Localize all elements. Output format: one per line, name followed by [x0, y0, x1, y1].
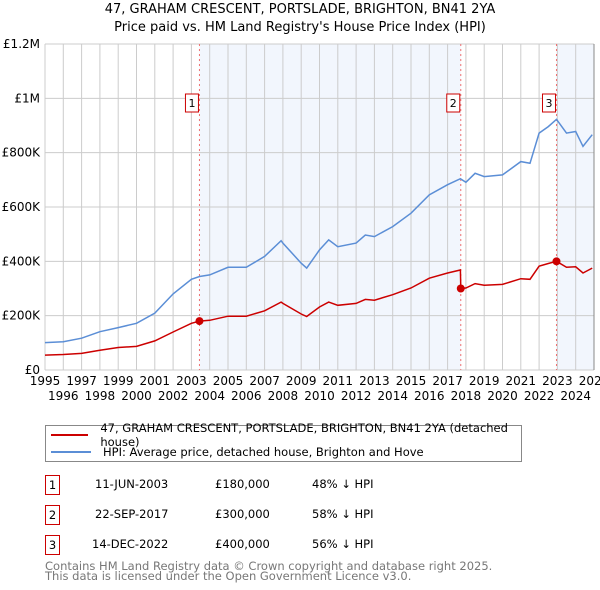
x-tick-label: 2023 — [542, 374, 573, 388]
x-tick-label: 1996 — [48, 389, 79, 403]
y-tick-label: £400K — [2, 254, 42, 268]
sale-label-box: 2 — [446, 93, 461, 113]
legend: 47, GRAHAM CRESCENT, PORTSLADE, BRIGHTON… — [45, 421, 522, 462]
sale-price: £180,000 — [215, 477, 270, 491]
x-tick-label: 2021 — [506, 374, 537, 388]
sale-date: 14-DEC-2022 — [92, 537, 169, 551]
legend-item-property: 47, GRAHAM CRESCENT, PORTSLADE, BRIGHTON… — [46, 421, 521, 449]
price-paid-line — [44, 260, 593, 356]
legend-label: 47, GRAHAM CRESCENT, PORTSLADE, BRIGHTON… — [100, 421, 508, 449]
sale-hpi-diff: 56% ↓ HPI — [312, 537, 374, 551]
x-tick-label: 2018 — [451, 389, 482, 403]
sale-point — [552, 257, 561, 266]
legend-label: HPI: Average price, detached house, Brig… — [103, 445, 424, 459]
x-tick-label: 2022 — [524, 389, 555, 403]
sale-point — [195, 317, 204, 326]
sale-label-number: 1 — [188, 97, 195, 110]
sale-label-box: 3 — [541, 93, 556, 113]
y-tick-label: £800K — [2, 146, 42, 160]
x-tick-label: 2007 — [249, 374, 280, 388]
x-tick-label: 2002 — [158, 389, 189, 403]
x-tick-label: 2012 — [341, 389, 372, 403]
x-tick-label: 2015 — [396, 374, 427, 388]
licence-notice: This data is licensed under the Open Gov… — [45, 569, 412, 583]
sale-marker-badge: 3 — [45, 535, 60, 555]
x-tick-label: 2016 — [414, 389, 445, 403]
sale-date: 11-JUN-2003 — [95, 477, 169, 491]
copyright-notice: Contains HM Land Registry data © Crown c… — [45, 559, 493, 573]
sale-date: 22-SEP-2017 — [95, 507, 169, 521]
x-tick-label: 2017 — [432, 374, 463, 388]
y-tick-label: £600K — [2, 200, 42, 214]
sale-marker-badge: 2 — [45, 505, 60, 525]
x-tick-label: 1995 — [30, 374, 61, 388]
x-tick-label: 2001 — [140, 374, 171, 388]
x-tick-label: 2019 — [469, 374, 500, 388]
y-tick-label: £1.2M — [3, 37, 40, 51]
y-tick-label: £200K — [2, 309, 42, 323]
x-tick-label: 1998 — [85, 389, 116, 403]
x-tick-label: 2004 — [194, 389, 225, 403]
sale-price: £300,000 — [215, 507, 270, 521]
sale-row: 3 14-DEC-2022 £400,000 56% ↓ HPI — [45, 535, 445, 555]
x-tick-label: 2003 — [176, 374, 207, 388]
x-tick-label: 2006 — [231, 389, 262, 403]
sale-hpi-diff: 48% ↓ HPI — [312, 477, 374, 491]
x-tick-label: 2024 — [560, 389, 591, 403]
x-tick-label: 2020 — [487, 389, 518, 403]
price-chart: 1995199619971998199920002001200220032004… — [2, 37, 600, 403]
sale-label-number: 2 — [450, 97, 457, 110]
sale-row: 1 11-JUN-2003 £180,000 48% ↓ HPI — [45, 475, 445, 495]
x-tick-label: 1997 — [66, 374, 97, 388]
sale-label-border — [184, 93, 199, 113]
chart-subtitle: Price paid vs. HM Land Registry's House … — [114, 20, 486, 35]
sale-label-box: 1 — [184, 93, 199, 113]
chart-title: 47, GRAHAM CRESCENT, PORTSLADE, BRIGHTON… — [104, 2, 496, 17]
x-tick-label: 2011 — [323, 374, 354, 388]
y-tick-label: £0 — [25, 363, 40, 377]
x-tick-label: 2014 — [377, 389, 408, 403]
legend-item-hpi: HPI: Average price, detached house, Brig… — [46, 444, 424, 460]
x-tick-label: 2008 — [268, 389, 299, 403]
red-line-swatch — [51, 434, 89, 436]
sale-point — [456, 284, 465, 293]
blue-line-swatch — [51, 451, 91, 453]
x-tick-label: 2005 — [213, 374, 244, 388]
sale-label-number: 3 — [545, 97, 552, 110]
sale-price: £400,000 — [215, 537, 270, 551]
sale-marker-badge: 1 — [45, 475, 60, 495]
sale-hpi-diff: 58% ↓ HPI — [312, 507, 374, 521]
sale-label-border — [446, 93, 461, 113]
x-tick-label: 2009 — [286, 374, 317, 388]
x-tick-label: 2025 — [579, 374, 600, 388]
x-tick-label: 2013 — [359, 374, 390, 388]
x-tick-label: 1999 — [103, 374, 134, 388]
y-tick-label: £1M — [14, 91, 40, 105]
x-tick-label: 2010 — [304, 389, 335, 403]
x-tick-label: 2000 — [121, 389, 152, 403]
sale-row: 2 22-SEP-2017 £300,000 58% ↓ HPI — [45, 505, 445, 525]
sale-label-border — [541, 93, 556, 113]
hpi-line — [44, 118, 593, 344]
